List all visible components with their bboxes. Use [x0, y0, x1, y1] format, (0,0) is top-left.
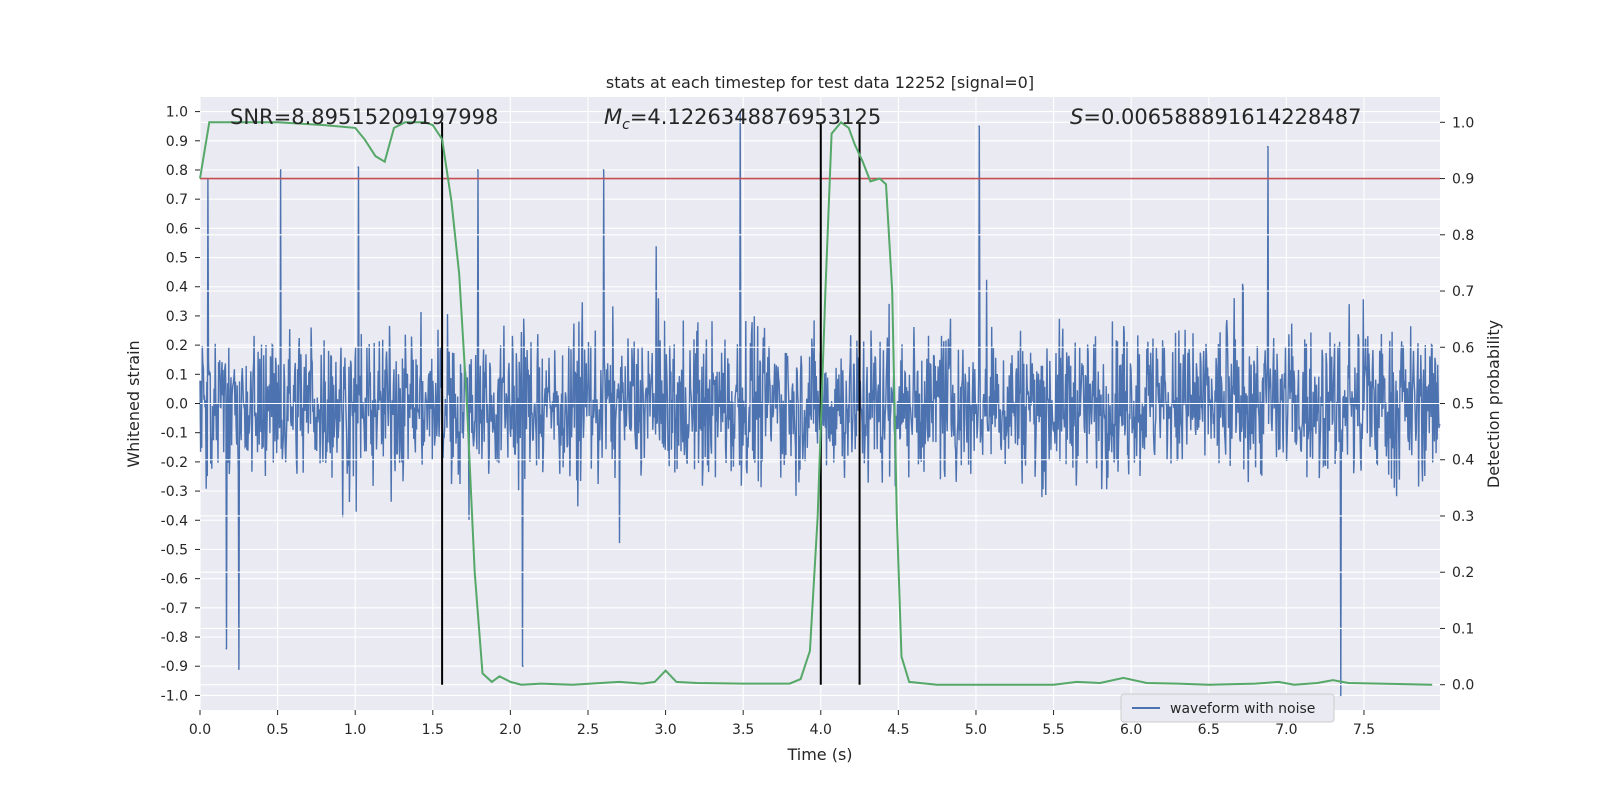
x-tick-label: 4.0: [810, 722, 832, 738]
y-left-tick-label: -0.5: [161, 542, 188, 558]
y-left-axis-label: Whitened strain: [124, 340, 143, 467]
y-right-tick-label: 1.0: [1452, 115, 1474, 131]
chirp-mass-symbol: M: [604, 105, 622, 129]
waveform-peak-point: [1266, 145, 1269, 148]
s-annotation: S=0.006588891614228487: [1070, 105, 1361, 129]
x-tick-label: 3.0: [654, 722, 676, 738]
legend-entry: waveform with noise: [1170, 701, 1315, 717]
chirp-mass-value: =4.1226348876953125: [630, 105, 881, 129]
x-tick-label: 7.5: [1353, 722, 1375, 738]
waveform-peak-point: [225, 647, 228, 650]
y-right-tick-label: 0.2: [1452, 565, 1474, 581]
x-axis-ticks: 0.0 0.5 1.0 1.5 2.0 2.5 3.0 3.5 4.0 4.5 5.0 5.5 6.0 6…: [189, 710, 1375, 738]
x-axis-label: Time (s): [786, 745, 852, 764]
waveform-peak-point: [978, 125, 980, 127]
y-left-tick-label: 0.8: [166, 163, 188, 179]
y-left-tick-label: 0.1: [166, 367, 188, 383]
snr-annotation: SNR=8.89515209197998: [230, 105, 498, 129]
y-right-tick-label: 0.7: [1452, 284, 1474, 300]
y-left-tick-label: -1.0: [161, 688, 188, 704]
y-right-tick-label: 0.0: [1452, 678, 1474, 694]
y-left-axis-ticks: -1.0 -0.9 -0.8 -0.7 -0.6 -0.5 -0.4 -0.3 -0.2 -0.1…: [161, 105, 200, 704]
y-left-tick-label: 0.5: [166, 251, 188, 267]
x-tick-label: 1.0: [344, 722, 366, 738]
y-left-tick-label: -0.2: [161, 455, 188, 471]
y-left-tick-label: 0.0: [166, 397, 188, 413]
waveform-peak-point: [739, 110, 741, 113]
detection-probability-series: [199, 120, 1433, 686]
waveform-peak-point: [237, 668, 240, 670]
waveform-peak-point: [1339, 694, 1342, 697]
y-right-tick-label: 0.4: [1452, 453, 1474, 469]
probability-line: [199, 120, 1433, 686]
y-left-tick-label: -0.9: [161, 659, 188, 675]
waveform-peak-point: [476, 169, 479, 171]
waveform-peak-point: [357, 166, 360, 168]
y-left-tick-label: 1.0: [166, 105, 188, 121]
y-right-tick-label: 0.3: [1452, 509, 1474, 525]
x-tick-label: 2.5: [577, 722, 599, 738]
y-right-axis-label: Detection probability: [1484, 320, 1503, 488]
x-tick-label: 0.0: [189, 722, 211, 738]
y-left-tick-label: 0.6: [166, 221, 188, 237]
waveform-peak-point: [602, 169, 605, 171]
y-left-tick-label: 0.2: [166, 338, 188, 354]
y-left-tick-label: -0.6: [161, 572, 188, 588]
x-tick-label: 5.0: [965, 722, 987, 738]
y-left-tick-label: 0.7: [166, 192, 188, 208]
y-left-tick-label: -0.1: [161, 426, 188, 442]
y-right-axis-ticks: 0.0 0.1 0.2 0.3 0.4 0.5 0.6 0.7 0.8 0.9 1.0: [1440, 115, 1474, 694]
s-symbol: S: [1070, 105, 1083, 129]
y-left-tick-label: -0.4: [161, 513, 188, 529]
y-right-tick-label: 0.9: [1452, 172, 1474, 188]
y-right-tick-label: 0.1: [1452, 621, 1474, 637]
chirp-mass-annotation: Mc=4.1226348876953125: [604, 105, 881, 133]
chart-title: stats at each timestep for test data 122…: [606, 73, 1034, 92]
y-left-tick-label: 0.4: [166, 280, 188, 296]
s-value: =0.006588891614228487: [1083, 105, 1361, 129]
waveform-peak-point: [522, 665, 524, 668]
y-left-tick-label: -0.8: [161, 630, 188, 646]
y-left-tick-label: 0.3: [166, 309, 188, 325]
y-right-tick-label: 0.6: [1452, 340, 1474, 356]
y-left-tick-label: 0.9: [166, 134, 188, 150]
waveform-peak-point: [279, 169, 282, 171]
x-tick-label: 1.5: [422, 722, 444, 738]
x-tick-label: 7.0: [1275, 722, 1297, 738]
x-tick-label: 4.5: [887, 722, 909, 738]
x-tick-label: 0.5: [266, 722, 288, 738]
y-right-tick-label: 0.5: [1452, 397, 1474, 413]
x-tick-label: 5.5: [1042, 722, 1064, 738]
chirp-mass-subscript: c: [622, 117, 630, 133]
legend: waveform with noise: [1120, 693, 1335, 723]
x-tick-label: 2.0: [499, 722, 521, 738]
y-left-tick-label: -0.7: [161, 601, 188, 617]
y-left-tick-label: -0.3: [161, 484, 188, 500]
x-tick-label: 6.5: [1198, 722, 1220, 738]
x-tick-label: 6.0: [1120, 722, 1142, 738]
legend-box: [1120, 693, 1335, 723]
y-right-tick-label: 0.8: [1452, 228, 1474, 244]
x-tick-label: 3.5: [732, 722, 754, 738]
